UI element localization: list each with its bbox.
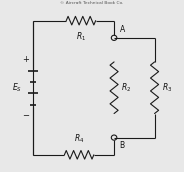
Text: © Aircraft Technical Book Co.: © Aircraft Technical Book Co. bbox=[60, 1, 124, 5]
Text: B: B bbox=[120, 141, 125, 150]
Text: $E_S$: $E_S$ bbox=[12, 82, 22, 94]
Text: A: A bbox=[120, 25, 125, 34]
Text: $R_4$: $R_4$ bbox=[74, 133, 84, 145]
Text: $R_3$: $R_3$ bbox=[162, 82, 172, 94]
Text: $R_1$: $R_1$ bbox=[76, 31, 86, 44]
Text: +: + bbox=[22, 55, 29, 64]
Text: $R_2$: $R_2$ bbox=[121, 82, 132, 94]
Text: −: − bbox=[22, 112, 29, 121]
